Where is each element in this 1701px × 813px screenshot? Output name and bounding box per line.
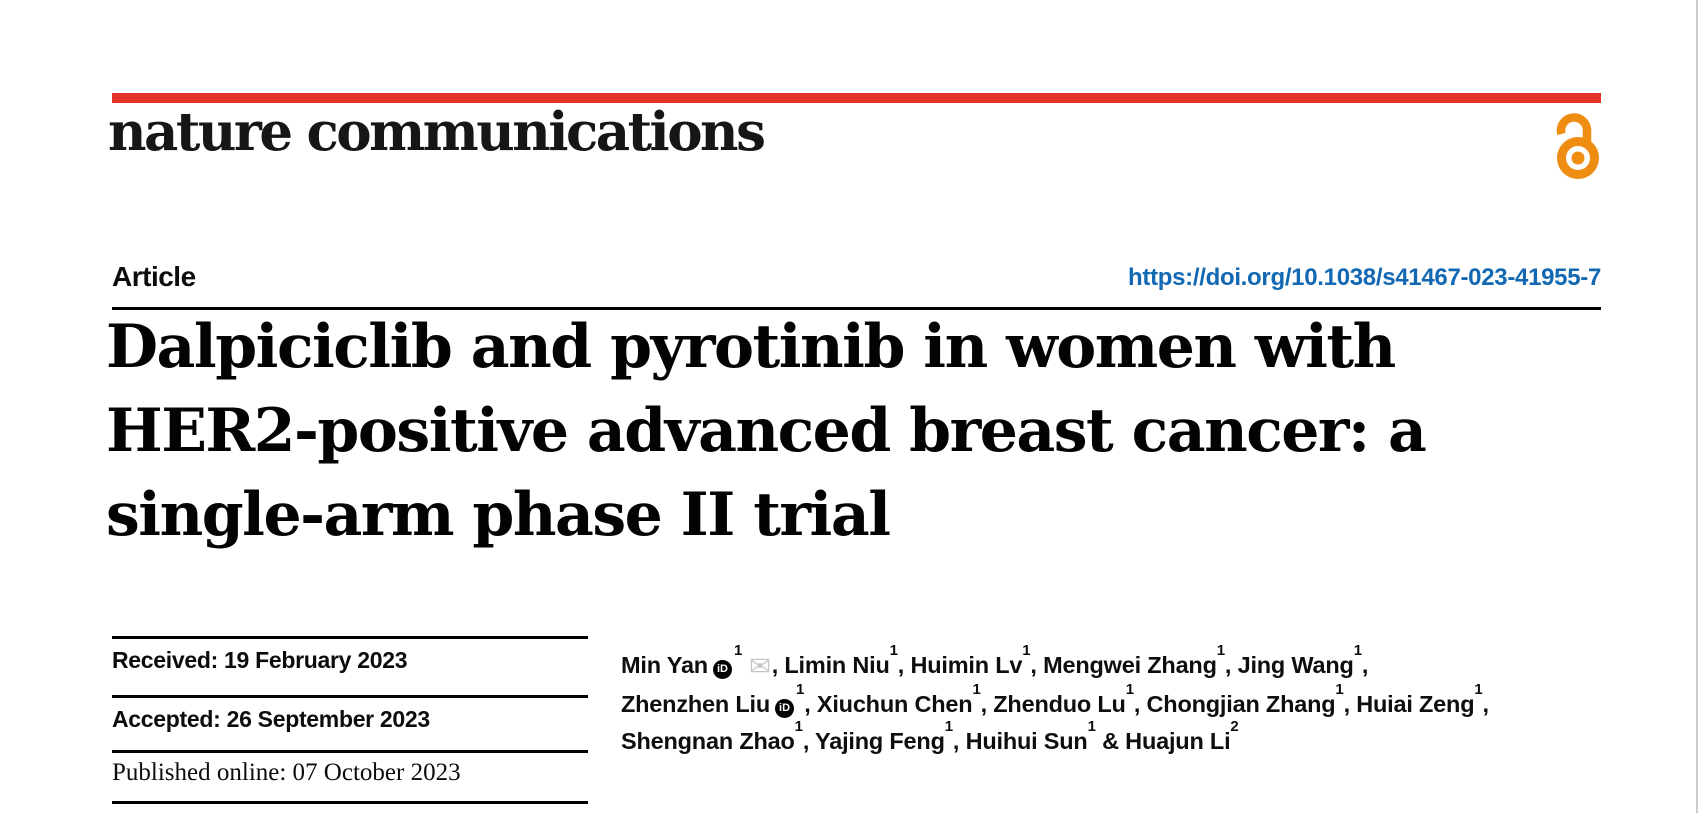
affiliation-superscript: 1 — [944, 718, 953, 736]
received-date: Received: 19 February 2023 — [112, 647, 408, 673]
article-title-line: single-arm phase II trial — [106, 480, 891, 550]
author-name: Shengnan Zhao — [621, 728, 795, 754]
affiliation-superscript: 1 — [1474, 681, 1483, 699]
author-separator: , — [952, 728, 966, 754]
published-date: Published online: 07 October 2023 — [112, 759, 461, 786]
author-separator: , — [1133, 691, 1147, 717]
affiliation-superscript: 1 — [796, 681, 805, 699]
header-rule — [112, 307, 1601, 310]
affiliation-superscript: 1 — [1353, 642, 1362, 660]
author-name: Huihui Sun — [965, 728, 1088, 754]
author-name: Yajing Feng — [815, 728, 945, 754]
author-name: Jing Wang — [1237, 652, 1354, 678]
author-name: Huajun Li — [1125, 728, 1231, 754]
affiliation-superscript: 1 — [794, 718, 803, 736]
author-separator: , — [980, 691, 994, 717]
author-separator: , — [897, 652, 911, 678]
article-title-line: Dalpiciclib and pyrotinib in women with — [106, 312, 1396, 382]
author-separator: , — [771, 652, 785, 678]
email-icon[interactable]: ✉ — [749, 652, 771, 682]
page-edge-line — [1696, 0, 1698, 813]
affiliation-superscript: 1 — [1125, 681, 1134, 699]
dates-rule — [112, 636, 588, 639]
affiliation-superscript: 1 — [1216, 642, 1225, 660]
author-separator: , — [1361, 652, 1369, 678]
affiliation-superscript: 1 — [1022, 642, 1031, 660]
article-type-label: Article — [112, 261, 196, 292]
dates-rule — [112, 801, 588, 804]
doi-link[interactable]: https://doi.org/10.1038/s41467-023-41955… — [1128, 264, 1601, 291]
author-name: Huiai Zeng — [1356, 691, 1475, 717]
author-name: Min Yan — [621, 652, 708, 678]
affiliation-superscript: 1 — [1335, 681, 1344, 699]
author-name: Zhenduo Lu — [993, 691, 1126, 717]
article-title-line: HER2-positive advanced breast cancer: a — [106, 396, 1427, 466]
author-name: Huimin Lv — [910, 652, 1023, 678]
orcid-icon[interactable]: iD — [712, 660, 732, 679]
author-separator: , — [804, 691, 817, 717]
affiliation-superscript: 1 — [889, 642, 898, 660]
journal-logo: nature communications — [108, 101, 766, 163]
affiliation-superscript: 1 — [733, 642, 743, 660]
dates-rule — [112, 695, 588, 698]
author-name: Chongjian Zhang — [1146, 691, 1336, 717]
author-name: Mengwei Zhang — [1043, 652, 1217, 678]
author-separator: & — [1095, 728, 1126, 754]
affiliation-superscript: 1 — [1087, 718, 1096, 736]
author-line: Shengnan Zhao1, Yajing Feng1, Huihui Sun… — [621, 719, 1621, 760]
dates-rule — [112, 750, 588, 753]
author-name: Limin Niu — [784, 652, 890, 678]
author-separator: , — [1030, 652, 1044, 678]
accepted-date: Accepted: 26 September 2023 — [112, 706, 430, 732]
author-name: Zhenzhen Liu — [621, 691, 771, 717]
author-separator: , — [802, 728, 816, 754]
brand-red-bar — [112, 93, 1601, 103]
author-line: Min Yan iD1✉, Limin Niu1, Huimin Lv1, Men… — [621, 643, 1621, 686]
author-separator: , — [1224, 652, 1238, 678]
open-access-icon — [1555, 109, 1601, 186]
article-title: Dalpiciclib and pyrotinib in women with … — [106, 305, 1586, 557]
author-separator: , — [1343, 691, 1357, 717]
author-line: Zhenzhen Liu iD1, Xiuchun Chen1, Zhenduo … — [621, 682, 1621, 723]
affiliation-superscript: 1 — [972, 681, 981, 699]
orcid-icon[interactable]: iD — [775, 699, 795, 718]
author-list: Min Yan iD1✉, Limin Niu1, Huimin Lv1, Men… — [621, 643, 1621, 760]
author-name: Xiuchun Chen — [816, 691, 973, 717]
author-separator: , — [1482, 691, 1490, 717]
affiliation-superscript: 2 — [1230, 718, 1239, 736]
